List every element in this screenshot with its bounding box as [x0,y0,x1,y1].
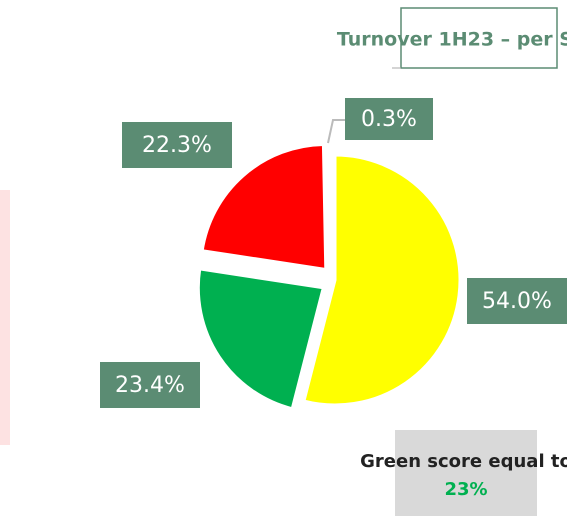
label-box [100,362,200,408]
title-box [400,7,558,69]
label-box [122,122,232,168]
data-label: 22.3% [142,133,212,158]
pie-slice [302,153,462,407]
pie-slice [331,143,337,271]
leader-line [327,119,345,144]
side-decoration [0,190,10,445]
annotation-value: 23% [444,479,487,500]
pie-slice [196,267,326,411]
chart-title: Turnover 1H23 – per Seller [337,29,567,51]
data-label: 54.0% [482,289,552,314]
annotation-box [395,430,537,516]
label-box [345,98,433,140]
annotation: Green score equal to [360,451,567,472]
pie-slice [200,142,328,272]
label-box [467,278,567,324]
data-label: 0.3% [361,107,417,132]
data-label: 23.4% [115,373,185,398]
